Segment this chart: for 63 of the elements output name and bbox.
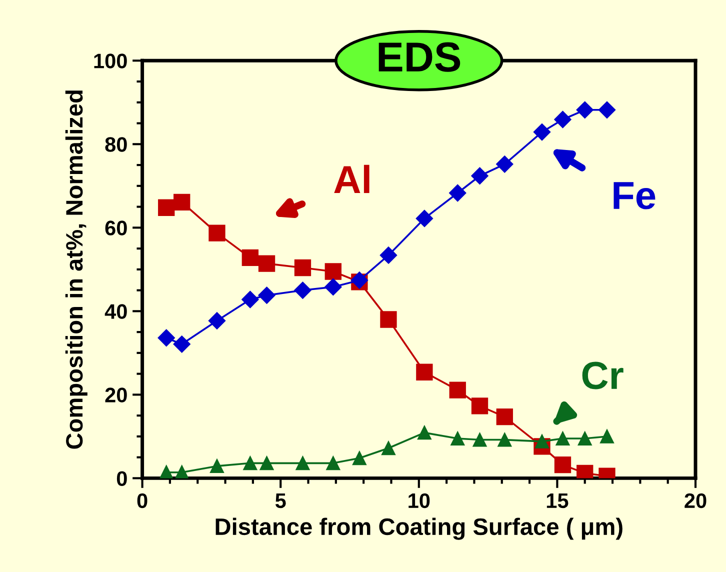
point — [258, 255, 276, 272]
point — [535, 434, 549, 448]
point — [173, 336, 190, 353]
point — [159, 465, 174, 478]
point — [450, 432, 465, 446]
x-tick-label: 10 — [408, 493, 430, 508]
point — [496, 156, 514, 173]
point — [324, 278, 342, 296]
y-tick-label: 100 — [94, 54, 127, 68]
x-tick-label: 15 — [546, 494, 568, 508]
point — [416, 210, 433, 228]
point — [380, 311, 397, 328]
point — [174, 194, 190, 211]
point — [554, 456, 572, 474]
series-label: Al — [334, 164, 370, 194]
point — [380, 246, 398, 264]
point — [258, 286, 276, 304]
y-tick-label: 40 — [104, 304, 127, 319]
point — [533, 123, 551, 141]
x-tick-label: 20 — [684, 493, 706, 508]
y-tick-label: 60 — [105, 220, 127, 236]
y-tick-label: 20 — [105, 388, 127, 402]
series-label: Cr — [582, 362, 624, 390]
point — [600, 429, 614, 444]
point — [158, 199, 175, 216]
y-tick-label: 0 — [116, 471, 127, 486]
point — [496, 408, 513, 426]
y-tick-label: 80 — [105, 137, 127, 152]
point — [416, 364, 433, 380]
point — [158, 329, 175, 346]
point — [578, 432, 592, 446]
y-axis-title: Composition in at%, Normalized — [65, 90, 88, 449]
point — [210, 459, 224, 474]
point — [296, 456, 310, 470]
point — [471, 167, 488, 184]
x-axis-title: Distance from Coating Surface ( μm) — [216, 518, 622, 540]
point — [556, 432, 570, 446]
point — [242, 290, 259, 308]
point — [382, 441, 396, 456]
point — [576, 101, 594, 118]
point — [174, 465, 189, 478]
point — [208, 312, 226, 330]
point — [208, 224, 226, 242]
point — [598, 101, 616, 118]
point — [554, 110, 572, 128]
series-label: Fe — [614, 182, 656, 210]
point — [242, 249, 259, 266]
point — [260, 456, 274, 470]
point — [324, 263, 342, 280]
point — [472, 432, 487, 447]
chart-title: EDS — [378, 42, 460, 72]
point — [294, 259, 312, 276]
x-tick-label: 5 — [275, 494, 286, 508]
x-tick-label: 0 — [137, 493, 148, 508]
point — [294, 282, 312, 299]
point — [498, 432, 512, 447]
point — [471, 398, 488, 414]
point — [417, 426, 432, 440]
point — [352, 451, 366, 466]
point — [449, 184, 466, 202]
point — [326, 456, 340, 470]
point — [243, 456, 258, 470]
point — [449, 382, 466, 398]
